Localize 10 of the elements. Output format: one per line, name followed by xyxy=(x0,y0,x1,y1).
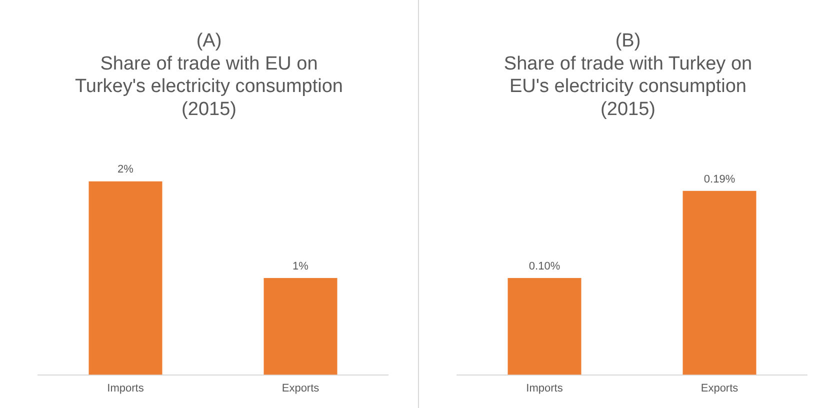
chart-title: (A) Share of trade with EU on Turkey's electricity consumption (2015) xyxy=(75,30,343,120)
data-label: 0.10% xyxy=(528,260,560,273)
x-tick-label: Imports xyxy=(526,382,564,394)
x-tick-label: Exports xyxy=(282,382,320,394)
chart-title: (B) Share of trade with Turkey on EU's electricity consumption (2015) xyxy=(504,30,752,120)
data-label: 0.19% xyxy=(704,173,736,186)
x-tick-label: Imports xyxy=(107,382,144,394)
x-tick-label: Exports xyxy=(700,382,739,394)
data-label: 2% xyxy=(118,164,134,176)
data-label: 1% xyxy=(292,260,309,273)
